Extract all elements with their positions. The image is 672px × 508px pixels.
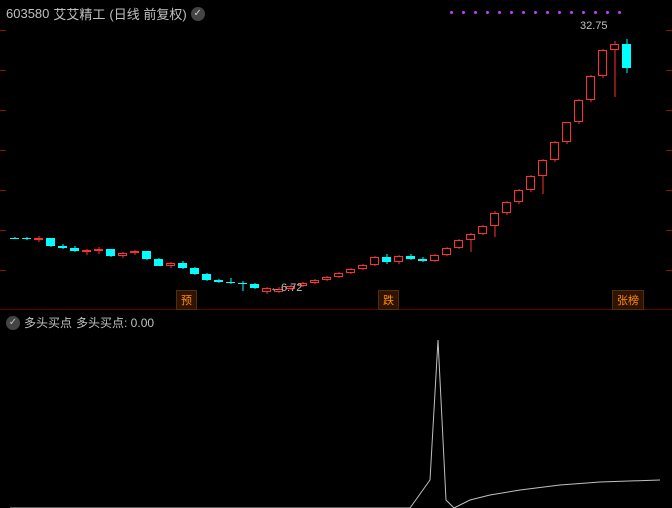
candle bbox=[190, 0, 199, 310]
marker-dot bbox=[546, 11, 549, 14]
marker-dot bbox=[450, 11, 453, 14]
candle bbox=[118, 0, 127, 310]
candle bbox=[502, 0, 511, 310]
candle bbox=[406, 0, 415, 310]
event-tag: 张榜 bbox=[612, 290, 644, 310]
price-low-label: ←6.72 bbox=[270, 282, 302, 294]
candle bbox=[82, 0, 91, 310]
candle bbox=[238, 0, 247, 310]
candle bbox=[358, 0, 367, 310]
axis-tick bbox=[666, 230, 672, 231]
price-high-label: 32.75 bbox=[580, 20, 608, 32]
candle bbox=[154, 0, 163, 310]
candle bbox=[226, 0, 235, 310]
candle bbox=[370, 0, 379, 310]
candle bbox=[322, 0, 331, 310]
candle bbox=[586, 0, 595, 310]
candle bbox=[10, 0, 19, 310]
candle bbox=[478, 0, 487, 310]
indicator-chart[interactable] bbox=[0, 328, 672, 508]
candle bbox=[430, 0, 439, 310]
axis-tick bbox=[0, 70, 6, 71]
marker-dot bbox=[510, 11, 513, 14]
axis-tick bbox=[0, 150, 6, 151]
marker-dot bbox=[486, 11, 489, 14]
marker-dot bbox=[570, 11, 573, 14]
marker-dot bbox=[534, 11, 537, 14]
candle bbox=[334, 0, 343, 310]
candle bbox=[310, 0, 319, 310]
candle bbox=[106, 0, 115, 310]
marker-dot bbox=[474, 11, 477, 14]
marker-dot bbox=[582, 11, 585, 14]
marker-dot bbox=[618, 11, 621, 14]
axis-tick bbox=[0, 110, 6, 111]
candle bbox=[490, 0, 499, 310]
candle bbox=[94, 0, 103, 310]
candle bbox=[250, 0, 259, 310]
axis-tick bbox=[666, 150, 672, 151]
candle bbox=[274, 0, 283, 310]
axis-tick bbox=[666, 30, 672, 31]
marker-dot bbox=[498, 11, 501, 14]
axis-tick bbox=[666, 70, 672, 71]
candle bbox=[34, 0, 43, 310]
candle bbox=[442, 0, 451, 310]
candle bbox=[166, 0, 175, 310]
candle bbox=[514, 0, 523, 310]
candle bbox=[22, 0, 31, 310]
candle bbox=[202, 0, 211, 310]
candle bbox=[142, 0, 151, 310]
axis-tick bbox=[0, 230, 6, 231]
candle bbox=[394, 0, 403, 310]
candle bbox=[574, 0, 583, 310]
candle bbox=[58, 0, 67, 310]
candle bbox=[550, 0, 559, 310]
marker-dot bbox=[462, 11, 465, 14]
axis-tick bbox=[0, 270, 6, 271]
candle bbox=[598, 0, 607, 310]
marker-dot bbox=[594, 11, 597, 14]
marker-dot bbox=[522, 11, 525, 14]
axis-tick bbox=[666, 190, 672, 191]
candle bbox=[178, 0, 187, 310]
candle bbox=[262, 0, 271, 310]
event-tag: 预 bbox=[176, 290, 197, 310]
candle bbox=[538, 0, 547, 310]
candle bbox=[526, 0, 535, 310]
candlestick-chart[interactable]: 预 跌 张榜 32.75 ←6.72 bbox=[0, 0, 672, 310]
axis-tick bbox=[666, 110, 672, 111]
candle bbox=[70, 0, 79, 310]
candle bbox=[382, 0, 391, 310]
axis-tick bbox=[0, 190, 6, 191]
candle bbox=[610, 0, 619, 310]
event-tag: 跌 bbox=[378, 290, 399, 310]
candle bbox=[298, 0, 307, 310]
marker-dot bbox=[558, 11, 561, 14]
candle bbox=[466, 0, 475, 310]
marker-dot bbox=[606, 11, 609, 14]
candle bbox=[214, 0, 223, 310]
candle bbox=[346, 0, 355, 310]
candle bbox=[622, 0, 631, 310]
candle bbox=[418, 0, 427, 310]
axis-tick bbox=[666, 270, 672, 271]
candle bbox=[286, 0, 295, 310]
candle bbox=[562, 0, 571, 310]
candle bbox=[454, 0, 463, 310]
candle bbox=[130, 0, 139, 310]
candle bbox=[46, 0, 55, 310]
axis-tick bbox=[0, 30, 6, 31]
